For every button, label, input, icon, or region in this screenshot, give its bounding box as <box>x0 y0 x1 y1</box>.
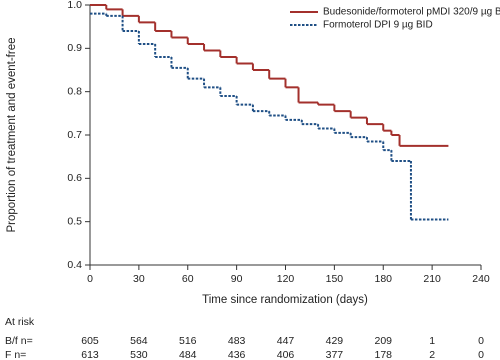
at-risk-count: 483 <box>228 335 246 347</box>
at-risk-count: 2 <box>429 349 435 360</box>
at-risk-count: 605 <box>81 335 99 347</box>
at-risk-count: 436 <box>228 349 246 360</box>
x-tick-label: 0 <box>87 273 93 285</box>
at-risk-count: 0 <box>478 349 484 360</box>
at-risk-label: F n= <box>5 349 26 360</box>
at-risk-count: 178 <box>374 349 392 360</box>
x-tick-label: 30 <box>133 273 145 285</box>
at-risk-count: 564 <box>130 335 148 347</box>
y-axis-label: Proportion of treatment and event-free <box>6 38 18 233</box>
x-tick-label: 240 <box>472 273 490 285</box>
y-tick-label: 1.0 <box>67 0 82 11</box>
at-risk-count: 377 <box>326 349 344 360</box>
x-tick-label: 210 <box>423 273 441 285</box>
x-tick-label: 60 <box>182 273 194 285</box>
at-risk-count: 516 <box>179 335 197 347</box>
at-risk-label: B/f n= <box>5 335 33 347</box>
x-axis-label: Time since randomization (days) <box>202 294 368 306</box>
y-tick-label: 0.7 <box>67 129 82 141</box>
x-tick-label: 180 <box>374 273 392 285</box>
y-tick-label: 0.8 <box>67 85 82 97</box>
y-tick-label: 0.4 <box>67 259 82 271</box>
at-risk-count: 530 <box>130 349 148 360</box>
y-tick-label: 0.6 <box>67 172 82 184</box>
x-tick-label: 90 <box>231 273 243 285</box>
at-risk-count: 209 <box>374 335 392 347</box>
at-risk-count: 0 <box>478 335 484 347</box>
at-risk-title: At risk <box>5 316 35 328</box>
y-tick-label: 0.5 <box>67 215 82 227</box>
legend-label: Formoterol DPI 9 µg BID <box>323 20 433 31</box>
x-tick-label: 150 <box>326 273 344 285</box>
at-risk-count: 406 <box>277 349 295 360</box>
y-tick-label: 0.9 <box>67 42 82 54</box>
at-risk-count: 429 <box>326 335 344 347</box>
at-risk-count: 613 <box>81 349 99 360</box>
legend-label: Budesonide/formoterol pMDI 320/9 µg BID <box>323 7 500 18</box>
at-risk-count: 1 <box>429 335 435 347</box>
at-risk-count: 447 <box>277 335 295 347</box>
x-tick-label: 120 <box>277 273 295 285</box>
at-risk-count: 484 <box>179 349 197 360</box>
